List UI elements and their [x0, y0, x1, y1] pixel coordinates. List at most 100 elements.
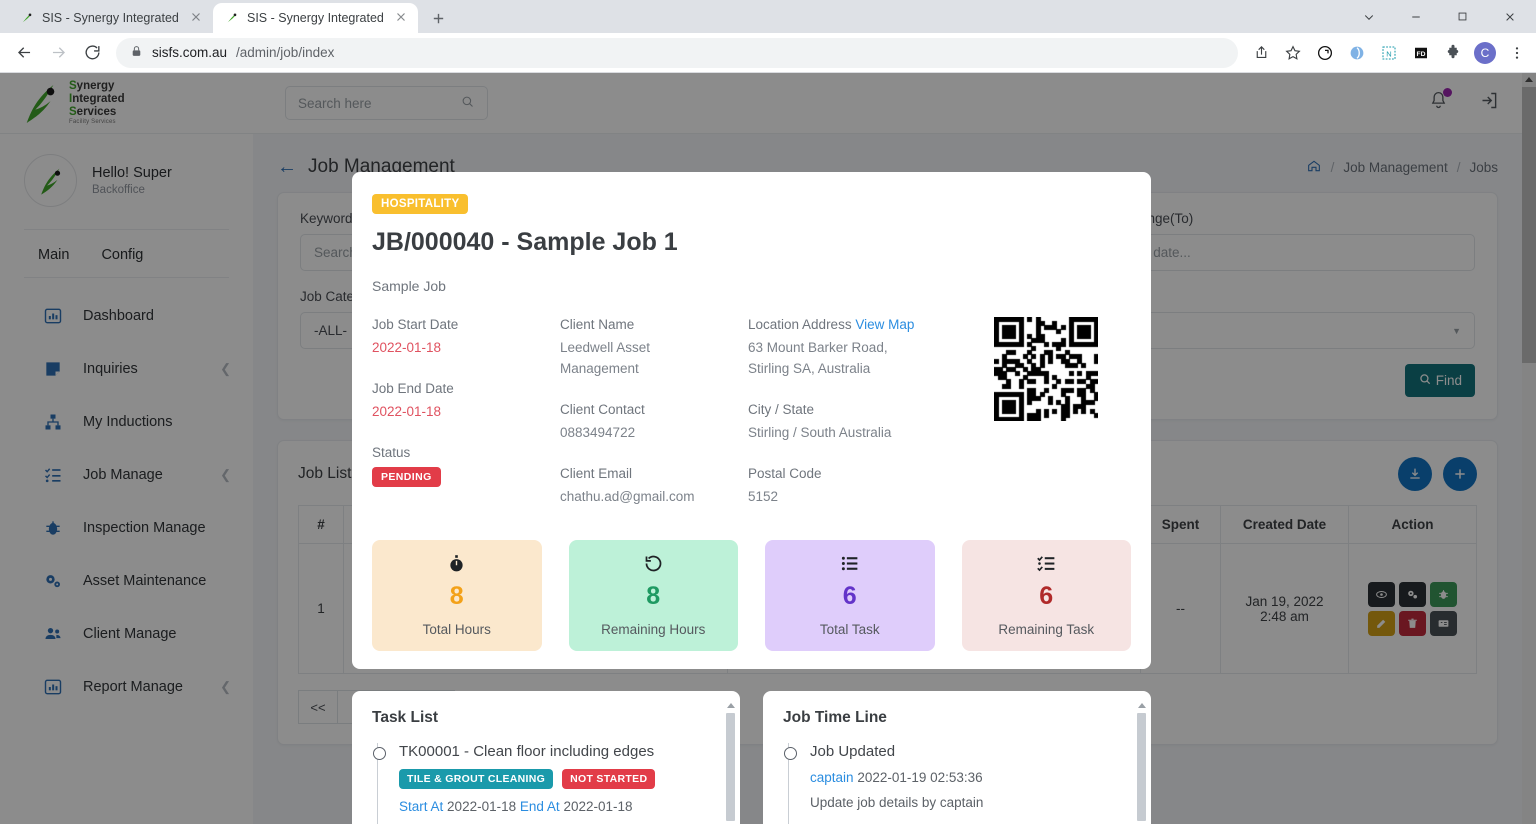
sidebar-tabs: Main Config: [0, 230, 253, 263]
sidebar-item-client-manage[interactable]: Client Manage: [0, 607, 253, 660]
browser-forward-button[interactable]: [42, 37, 74, 69]
scroll-up-icon[interactable]: [1525, 77, 1533, 82]
sidebar-item-report-manage[interactable]: Report Manage ❮: [0, 660, 253, 713]
date-to-input[interactable]: Select date...: [1098, 234, 1475, 271]
invoice-button[interactable]: [1429, 610, 1457, 636]
scrollbar-thumb[interactable]: [1522, 87, 1536, 363]
chevron-left-icon[interactable]: ❮: [220, 678, 231, 694]
timeline-item[interactable]: Job Updated captain 2022-01-19 02:53:36 …: [784, 743, 1145, 810]
status-select[interactable]: -ALL- ▼: [1098, 312, 1475, 349]
stat-value: 6: [1039, 582, 1054, 611]
extension-n-icon[interactable]: N: [1378, 42, 1400, 64]
delete-button[interactable]: [1398, 610, 1426, 636]
chevron-left-icon[interactable]: ❮: [220, 466, 231, 482]
browser-reload-button[interactable]: [76, 37, 108, 69]
field-client-contact: Client Contact 0883494722: [560, 402, 748, 444]
scroll-up-icon[interactable]: [1137, 702, 1146, 708]
created-date: Jan 19, 2022: [1245, 593, 1324, 609]
browser-tab-2[interactable]: SIS - Synergy Integrated Service: [213, 3, 418, 33]
chevron-left-icon[interactable]: ❮: [220, 360, 231, 376]
job-category-badge: HOSPITALITY: [372, 194, 469, 214]
task-list-scrollbar[interactable]: [726, 702, 735, 824]
sidebar-item-inspection-manage[interactable]: Inspection Manage: [0, 501, 253, 554]
scrollbar-thumb[interactable]: [726, 712, 735, 821]
sidebar-tab-config[interactable]: Config: [101, 247, 144, 263]
app-logo[interactable]: Synergy Integrated Services Facility Ser…: [22, 80, 246, 125]
browser-menu-icon[interactable]: [1506, 42, 1528, 64]
sidebar-item-job-manage[interactable]: Job Manage ❮: [0, 448, 253, 501]
sidebar-item-asset-maintenance[interactable]: Asset Maintenance: [0, 554, 253, 607]
star-icon[interactable]: [1282, 42, 1304, 64]
extension-blue-circle-icon[interactable]: [1346, 42, 1368, 64]
header-search-input[interactable]: Search here: [285, 86, 488, 120]
breadcrumb-item-jobs: Jobs: [1469, 159, 1498, 175]
sidebar-item-inquiries[interactable]: Inquiries ❮: [0, 342, 253, 395]
search-icon[interactable]: [460, 94, 475, 112]
field-value: Stirling / South Australia: [748, 424, 892, 440]
app-viewport: Synergy Integrated Services Facility Ser…: [0, 73, 1536, 824]
logo-text: Synergy Integrated Services Facility Ser…: [69, 80, 125, 125]
close-icon[interactable]: [394, 10, 410, 26]
view-button[interactable]: [1367, 581, 1395, 607]
stat-remaining-task: 6 Remaining Task: [961, 539, 1131, 651]
scrollbar-thumb[interactable]: [1137, 712, 1146, 821]
inspection-button[interactable]: [1429, 581, 1457, 607]
page-scrollbar[interactable]: [1522, 73, 1536, 824]
field-status: Status PENDING: [372, 445, 560, 487]
browser-back-button[interactable]: [8, 37, 40, 69]
sidebar-item-my-inductions[interactable]: My Inductions: [0, 395, 253, 448]
notification-button[interactable]: [1428, 88, 1452, 116]
end-at-label: End At: [519, 798, 560, 814]
field-value: 5152: [748, 488, 779, 504]
address-bar[interactable]: sisfs.com.au/admin/job/index: [116, 37, 1238, 68]
task-heading: TK00001 - Clean floor including edges: [399, 742, 655, 760]
col-created-date: Created Date: [1220, 505, 1349, 544]
sidebar-item-label: Asset Maintenance: [83, 572, 207, 589]
add-job-button[interactable]: [1443, 457, 1477, 491]
sidebar-item-label: Inspection Manage: [83, 519, 206, 536]
sidebar-divider: [24, 229, 229, 230]
settings-button[interactable]: [1398, 581, 1426, 607]
timeline-user[interactable]: captain: [810, 769, 854, 785]
extension-fd-icon[interactable]: FD: [1410, 42, 1432, 64]
sidebar-tab-main[interactable]: Main: [38, 247, 70, 263]
app-header: Synergy Integrated Services Facility Ser…: [0, 73, 1522, 134]
start-at-label: Start At: [399, 798, 444, 814]
notification-badge: [1443, 88, 1452, 97]
extensions-puzzle-icon[interactable]: [1442, 42, 1464, 64]
view-map-link[interactable]: View Map: [855, 317, 915, 332]
scroll-up-icon[interactable]: [726, 702, 735, 708]
window-minimize-button[interactable]: [1393, 1, 1438, 33]
window-maximize-button[interactable]: [1440, 1, 1485, 33]
sidebar-item-dashboard[interactable]: Dashboard: [0, 289, 253, 342]
checklist-icon: [1036, 553, 1057, 578]
window-close-button[interactable]: [1487, 1, 1532, 33]
page-first-button[interactable]: <<: [298, 690, 338, 724]
new-tab-button[interactable]: [424, 4, 452, 32]
sidebar-profile[interactable]: Hello! Super Backoffice: [0, 148, 253, 207]
cell-index: 1: [298, 543, 344, 674]
find-button[interactable]: Find: [1404, 364, 1475, 397]
breadcrumb-item-job-management[interactable]: Job Management: [1343, 159, 1448, 175]
browser-tab-1[interactable]: SIS - Synergy Integrated Service: [8, 3, 213, 33]
note-icon: [42, 358, 63, 379]
logout-button[interactable]: [1479, 90, 1500, 116]
edit-button[interactable]: [1367, 610, 1395, 636]
stat-value: 6: [842, 582, 857, 611]
task-item[interactable]: TK00001 - Clean floor including edges TI…: [373, 742, 734, 824]
job-list-header: Job List: [298, 457, 1477, 491]
filter-status: Status -ALL- ▼: [1098, 289, 1475, 349]
back-arrow-icon[interactable]: ←: [277, 156, 297, 178]
trash-icon: [1407, 618, 1417, 628]
profile-avatar[interactable]: C: [1474, 41, 1496, 64]
close-icon[interactable]: [189, 10, 205, 26]
download-button[interactable]: [1398, 457, 1432, 491]
field-value: 63 Mount Barker Road, Stirling SA, Austr…: [748, 340, 888, 376]
field-label: Client Email: [560, 465, 633, 481]
job-timeline-scrollbar[interactable]: [1137, 702, 1146, 824]
extension-grammarly-icon[interactable]: [1314, 42, 1336, 64]
share-icon[interactable]: [1250, 42, 1272, 64]
window-more-button[interactable]: [1346, 1, 1391, 33]
home-icon[interactable]: [1306, 158, 1322, 177]
chart-bar-icon: [42, 305, 63, 326]
